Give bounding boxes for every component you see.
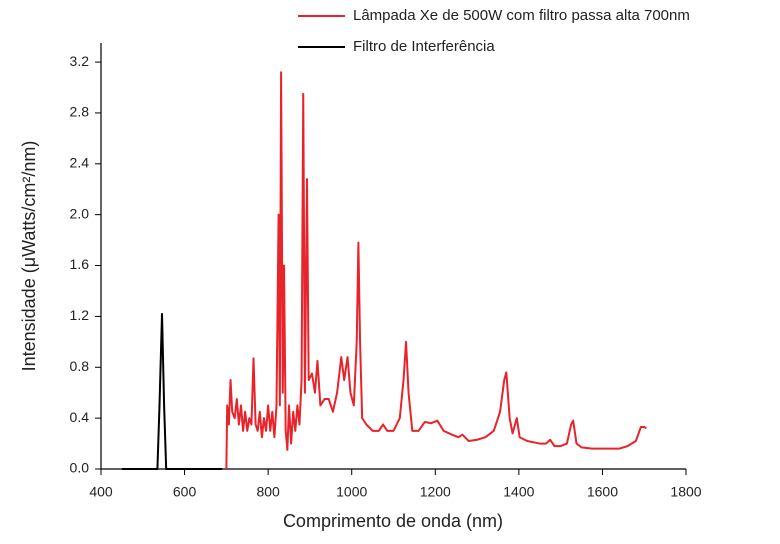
x-tick-label: 1600 — [587, 484, 618, 500]
y-tick-label: 0.8 — [70, 358, 90, 374]
x-axis-label: Comprimento de onda (nm) — [283, 511, 503, 531]
y-tick-label: 2.4 — [70, 155, 90, 171]
series-line — [225, 71, 647, 470]
x-tick-label: 1000 — [336, 484, 367, 500]
x-tick-label: 1800 — [670, 484, 701, 500]
y-tick-label: 2.8 — [70, 104, 90, 120]
x-tick-label: 1200 — [420, 484, 451, 500]
y-tick-label: 1.6 — [70, 256, 90, 272]
y-axis-label: Intensidade (μWatts/cm²/nm) — [19, 141, 39, 372]
series-line — [121, 312, 223, 470]
y-tick-label: 0.4 — [70, 409, 90, 425]
y-tick-label: 0.0 — [70, 460, 90, 476]
x-tick-label: 600 — [173, 484, 197, 500]
y-tick-label: 2.0 — [70, 205, 90, 221]
y-tick-label: 3.2 — [70, 53, 90, 69]
x-tick-label: 400 — [89, 484, 113, 500]
y-tick-label: 1.2 — [70, 307, 90, 323]
x-tick-label: 800 — [256, 484, 280, 500]
legend-label: Lâmpada Xe de 500W com filtro passa alta… — [353, 7, 690, 24]
x-tick-label: 1400 — [503, 484, 534, 500]
legend-label: Filtro de Interferência — [353, 38, 495, 55]
